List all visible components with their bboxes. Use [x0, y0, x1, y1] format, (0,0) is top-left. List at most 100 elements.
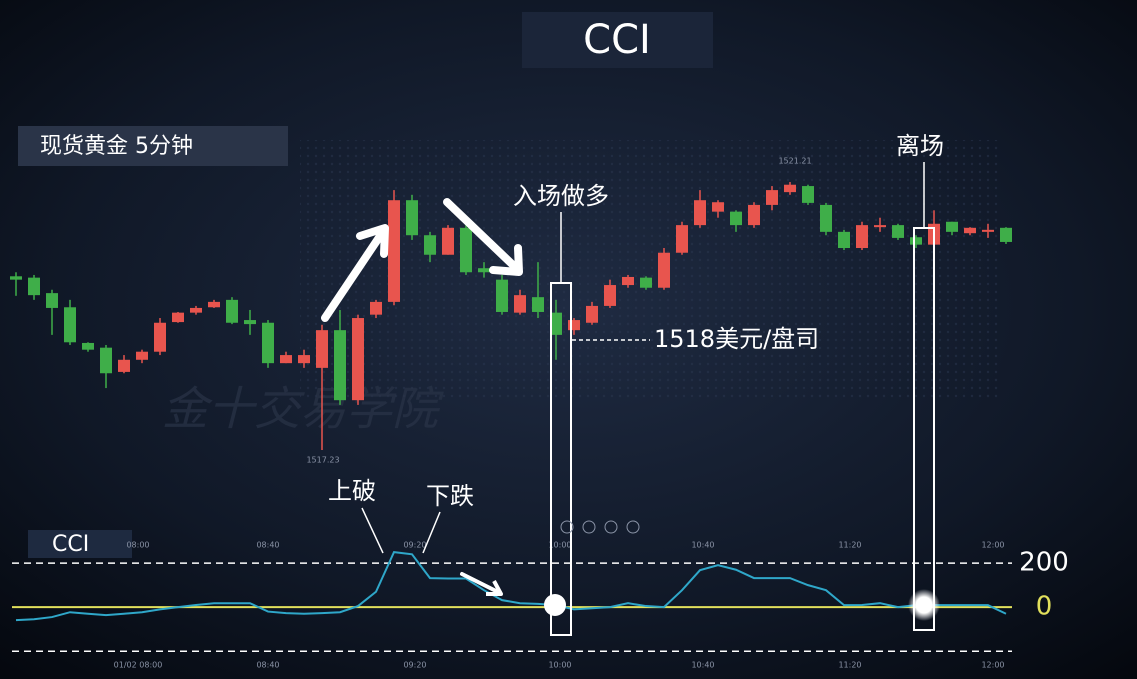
candle-body — [874, 225, 886, 228]
control-button — [560, 520, 574, 534]
map-dots — [300, 140, 1000, 400]
exit-label: 离场 — [896, 132, 944, 160]
candle-body — [82, 342, 94, 350]
candle-body — [982, 229, 994, 232]
x-tick-label: 10:40 — [691, 541, 714, 550]
candle-body — [892, 225, 904, 238]
pointer — [361, 507, 384, 554]
candle-body — [100, 347, 112, 374]
high-label: 1521.21 — [778, 157, 811, 166]
candle-body — [154, 322, 166, 352]
x-tick-label: 08:40 — [256, 661, 279, 670]
candle-body — [694, 200, 706, 226]
arrow — [321, 232, 384, 322]
candle-body — [658, 252, 670, 288]
x-tick-label: 11:20 — [838, 661, 861, 670]
candle-body — [226, 299, 238, 323]
arrow-head — [356, 224, 389, 258]
arrow-head — [486, 580, 503, 596]
candle-body — [442, 227, 454, 255]
candle-body — [244, 320, 256, 325]
entry-label: 入场做多 — [513, 182, 609, 210]
candle-body — [496, 279, 508, 312]
candle-body — [478, 268, 490, 273]
y-tick-label: 200 — [1019, 548, 1069, 578]
candle-body — [334, 330, 346, 401]
x-tick-label: 10:40 — [691, 661, 714, 670]
cci-label-box — [28, 530, 132, 558]
candle-body — [766, 190, 778, 205]
candle-body — [532, 297, 544, 312]
candle-body — [46, 293, 58, 308]
candle-body — [424, 235, 436, 255]
low-label: 1517.23 — [306, 456, 339, 465]
candle-body — [352, 318, 364, 401]
x-tick-label: 11:20 — [838, 541, 861, 550]
candle-body — [568, 320, 580, 331]
candle-body — [622, 276, 634, 286]
chart-subtitle: 现货黄金 5分钟 — [40, 134, 193, 159]
candle-body — [10, 276, 22, 280]
candle-body — [820, 204, 832, 232]
candle-body — [136, 351, 148, 360]
entry-marker — [544, 594, 566, 616]
candle-body — [370, 301, 382, 315]
x-tick-label: 10:00 — [548, 541, 571, 550]
x-tick-label: 12:00 — [981, 661, 1004, 670]
candle-body — [190, 307, 202, 313]
x-tick-label: 01/02 08:00 — [114, 661, 163, 670]
cci-line — [15, 551, 1007, 622]
x-tick-label: 12:00 — [981, 541, 1004, 550]
candle-body — [604, 285, 616, 306]
break-up-label: 上破 — [328, 477, 376, 505]
candle-body — [838, 231, 850, 249]
x-tick-label: 09:20 — [403, 541, 426, 550]
candle-body — [460, 227, 472, 273]
candle-body — [712, 202, 724, 212]
candle-body — [802, 186, 814, 203]
x-tick-label: 09:20 — [403, 661, 426, 670]
candle-body — [1000, 227, 1012, 242]
candle-body — [856, 225, 868, 249]
candle-body — [406, 200, 418, 236]
candle-body — [280, 355, 292, 364]
candle-body — [298, 355, 310, 364]
candle-body — [748, 204, 760, 226]
candle-body — [784, 184, 796, 193]
candle-body — [730, 211, 742, 226]
x-tick-label: 08:40 — [256, 541, 279, 550]
arrow — [460, 572, 500, 594]
x-tick-label: 10:00 — [548, 661, 571, 670]
candle-body — [910, 237, 922, 245]
y-tick-label: 0 — [1036, 592, 1053, 622]
control-button — [626, 520, 640, 534]
chart-title: CCI — [583, 17, 651, 63]
candle-body — [64, 307, 76, 343]
candle-body — [514, 295, 526, 313]
title-box — [522, 12, 713, 68]
candle-body — [640, 277, 652, 288]
candle-body — [550, 312, 562, 335]
candle-body — [172, 312, 184, 323]
candle-body — [316, 330, 328, 368]
candle-body — [388, 200, 400, 302]
subtitle-box — [18, 126, 288, 166]
candle-body — [964, 227, 976, 234]
annotations — [321, 162, 935, 636]
candle-body — [262, 322, 274, 364]
fall-label: 下跌 — [426, 482, 474, 510]
control-button — [582, 520, 596, 534]
arrow — [443, 198, 518, 270]
candle-body — [118, 359, 130, 372]
watermark: 金十交易学院 — [162, 382, 444, 436]
arrow-head — [489, 244, 523, 276]
candle-body — [586, 305, 598, 323]
price-label: 1518美元/盘司 — [654, 325, 819, 353]
exit-marker — [908, 589, 940, 621]
cci-label: CCI — [52, 532, 89, 557]
candle-body — [208, 301, 220, 308]
candle-body — [946, 221, 958, 232]
plot: 08:00 08:40 09:20 10:00 10:40 11:20 12:00 200 0 0… — [10, 182, 1069, 670]
